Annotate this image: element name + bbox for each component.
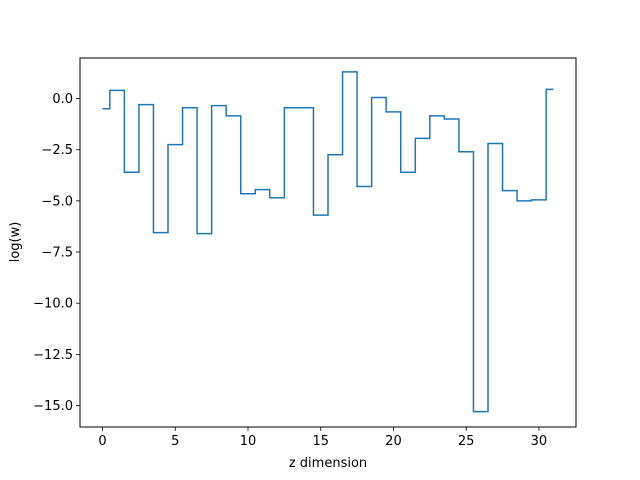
x-tick-label: 25 [458, 434, 475, 449]
x-tick-label: 30 [531, 434, 548, 449]
x-axis: 0 5 10 15 20 25 30 [98, 427, 547, 449]
plot-area [102, 71, 554, 413]
y-tick-label: −2.5 [41, 143, 73, 158]
x-tick-label: 20 [385, 434, 402, 449]
x-tick-label: 10 [240, 434, 257, 449]
axes-frame [79, 57, 577, 428]
y-tick-label: −10.0 [33, 297, 73, 312]
y-tick-label: −7.5 [41, 246, 73, 261]
y-tick-label: −5.0 [41, 194, 73, 209]
x-tick-label: 0 [98, 434, 106, 449]
y-tick-label: −12.5 [33, 348, 73, 363]
series-line-0 [102, 71, 554, 413]
x-tick-label: 15 [312, 434, 329, 449]
x-axis-label: z dimension [289, 456, 367, 471]
y-axis: 0.0 −2.5 −5.0 −7.5 −10.0 −12.5 −15.0 [33, 92, 80, 414]
x-tick-label: 5 [171, 434, 179, 449]
y-tick-label: 0.0 [52, 92, 73, 107]
y-tick-label: −15.0 [33, 399, 73, 414]
y-axis-label: log(w) [8, 222, 23, 263]
